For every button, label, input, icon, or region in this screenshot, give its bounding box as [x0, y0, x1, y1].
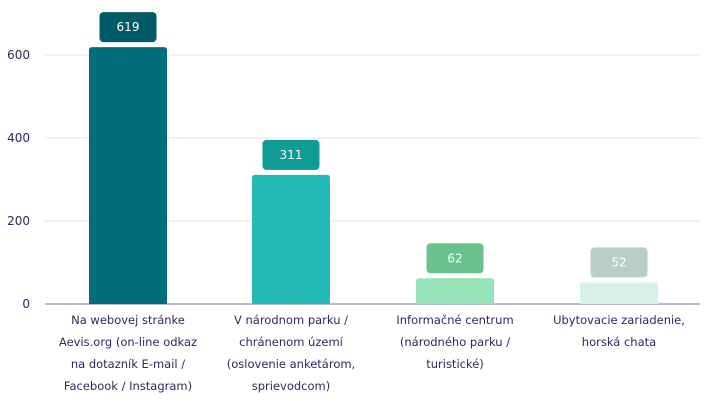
bars [89, 47, 658, 305]
y-tick-label: 600 [7, 48, 30, 62]
y-tick-label: 0 [22, 297, 30, 311]
data-label-value: 311 [280, 148, 303, 162]
data-label-value: 62 [447, 251, 462, 265]
data-label: 62 [426, 243, 484, 274]
bar [416, 278, 494, 304]
bar [580, 282, 658, 304]
x-tick-label-line: (národného parku / [399, 335, 511, 349]
x-tick-label: V národnom parku / chránenom území (oslove… [216, 309, 366, 397]
data-label: 619 [99, 12, 157, 43]
data-labels: 619 311 62 52 [99, 12, 648, 278]
bar [89, 47, 167, 305]
data-label-box [262, 139, 320, 170]
x-tick-label-line: Informačné centrum [396, 313, 514, 327]
x-tick-label-line: horská chata [581, 335, 657, 349]
x-tick-label: Informačné centrum (národného parku / turi… [380, 309, 530, 375]
data-label-value: 619 [117, 20, 140, 34]
data-label-box [99, 12, 157, 43]
x-tick-label-line: na dotazník E-mail / [70, 357, 186, 371]
x-tick-label-line: V národnom parku / [233, 313, 349, 327]
x-tick-label-line: Facebook / Instagram) [63, 379, 193, 393]
y-tick-label: 200 [7, 214, 30, 228]
x-tick-label-line: Aevis.org (on-line odkaz [58, 335, 198, 349]
y-tick-label: 400 [7, 131, 30, 145]
x-tick-label-line: chránenom území [239, 335, 343, 349]
x-tick-label: Ubytovacie zariadenie, horská chata [544, 309, 694, 353]
data-label-value: 52 [611, 255, 626, 269]
data-label-box [426, 243, 484, 274]
x-tick-label-line: turistické) [426, 357, 484, 371]
y-axis: 0 200 400 600 [7, 48, 30, 311]
data-label: 311 [262, 139, 320, 170]
x-tick-label-line: Na webovej stránke [71, 313, 185, 327]
data-label-box [590, 247, 648, 278]
data-label: 52 [590, 247, 648, 278]
bar [252, 174, 330, 304]
x-tick-label: Na webovej stránke Aevis.org (on-line odk… [53, 309, 203, 397]
x-tick-label-line: (oslovenie anketárom, [226, 357, 356, 371]
x-tick-label-line: sprievodcom) [251, 379, 331, 393]
x-tick-label-line: Ubytovacie zariadenie, [553, 313, 685, 327]
